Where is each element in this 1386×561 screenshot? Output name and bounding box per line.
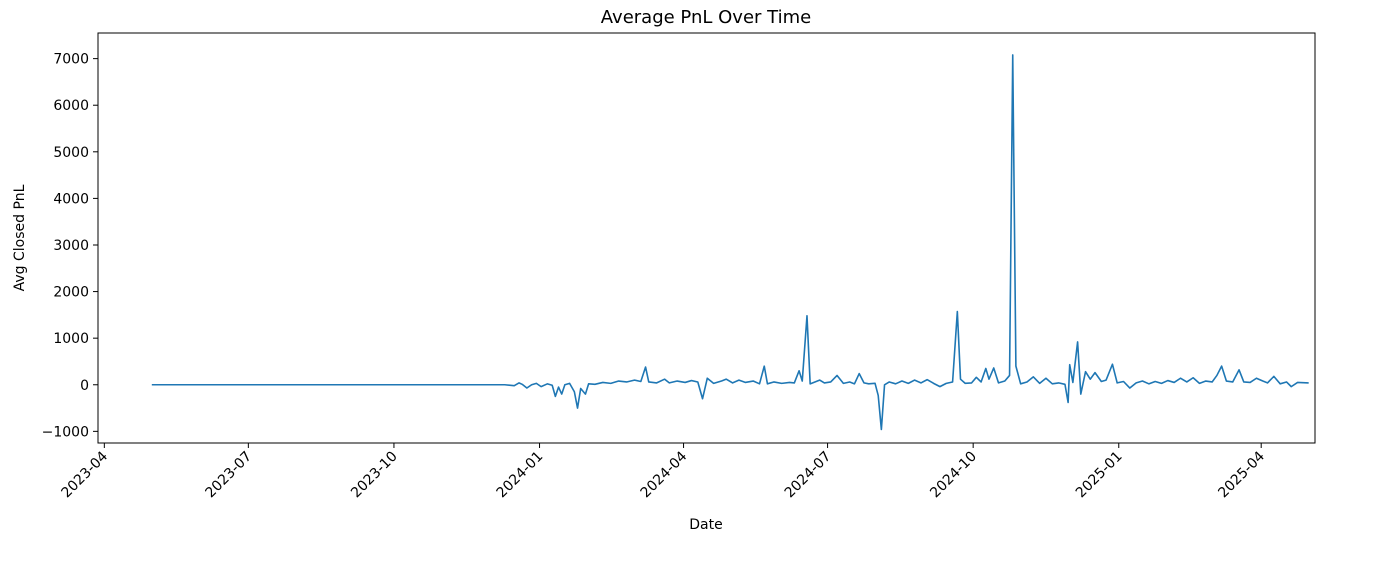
series-line xyxy=(151,54,1309,431)
y-tick-label: −1000 xyxy=(42,424,89,440)
y-tick-label: 1000 xyxy=(53,331,89,347)
y-tick-label: 0 xyxy=(80,378,89,394)
x-axis-label: Date xyxy=(689,517,722,533)
y-tick-label: 6000 xyxy=(53,98,89,114)
chart-title: Average PnL Over Time xyxy=(601,7,811,28)
x-tick-label: 2024-01 xyxy=(494,449,547,502)
y-axis-label: Avg Closed PnL xyxy=(12,184,28,291)
x-tick-label: 2023-04 xyxy=(58,448,111,501)
y-tick-label: 2000 xyxy=(53,285,89,301)
x-tick-label: 2024-07 xyxy=(782,449,835,502)
x-tick-label: 2023-07 xyxy=(202,449,255,502)
x-tick-label: 2025-04 xyxy=(1215,448,1268,501)
x-tick-label: 2024-04 xyxy=(638,448,691,501)
plot-frame xyxy=(97,32,1316,444)
x-tick-label: 2023-10 xyxy=(348,449,401,502)
x-tick-label: 2025-01 xyxy=(1073,449,1126,502)
y-tick-label: 4000 xyxy=(53,191,89,207)
y-tick-label: 7000 xyxy=(53,52,89,68)
y-tick-label: 5000 xyxy=(53,145,89,161)
y-tick-label: 3000 xyxy=(53,238,89,254)
x-tick-label: 2024-10 xyxy=(927,449,980,502)
